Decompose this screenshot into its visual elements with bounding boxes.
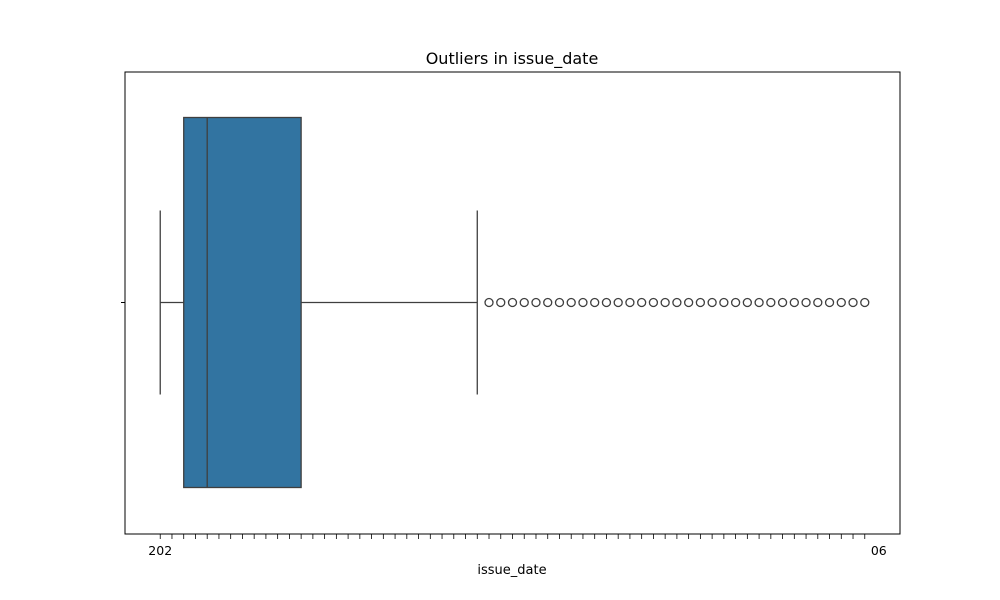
- plot-area: 202 06: [121, 71, 901, 558]
- outlier-point: [730, 297, 741, 308]
- outlier-point: [766, 297, 776, 308]
- outlier-point: [496, 297, 506, 308]
- outlier-point: [601, 297, 612, 308]
- x-axis-label: issue_date: [477, 563, 546, 578]
- outlier-point: [519, 297, 529, 308]
- outlier-point: [507, 297, 518, 308]
- outlier-point: [578, 297, 588, 308]
- x-tick-label: 202: [148, 543, 172, 558]
- outlier-point: [566, 297, 576, 308]
- outlier-point: [801, 297, 811, 308]
- x-tick-label: 06: [871, 543, 887, 558]
- outlier-point: [719, 297, 729, 308]
- outlier-point: [625, 297, 635, 308]
- outlier-point: [695, 297, 706, 308]
- outlier-point: [860, 297, 870, 308]
- outlier-point: [660, 297, 670, 308]
- outlier-point: [543, 297, 553, 308]
- outlier-point: [554, 297, 565, 308]
- outlier-point: [813, 297, 823, 308]
- outlier-point: [789, 297, 799, 308]
- outlier-point: [484, 297, 494, 308]
- outlier-point: [848, 297, 858, 308]
- outlier-point: [742, 297, 752, 308]
- chart-title: Outliers in issue_date: [426, 49, 599, 69]
- outlier-point: [613, 297, 623, 308]
- outlier-point: [531, 297, 541, 308]
- outlier-point: [672, 297, 682, 308]
- outlier-point: [648, 297, 659, 308]
- outlier-point: [707, 297, 717, 308]
- outlier-point: [836, 297, 846, 308]
- outlier-point: [637, 297, 647, 308]
- outlier-point: [777, 297, 788, 308]
- outlier-point: [590, 297, 600, 308]
- box-iqr: [183, 116, 302, 489]
- outlier-point: [683, 297, 694, 308]
- outlier-point: [824, 297, 835, 308]
- outlier-point: [754, 297, 764, 308]
